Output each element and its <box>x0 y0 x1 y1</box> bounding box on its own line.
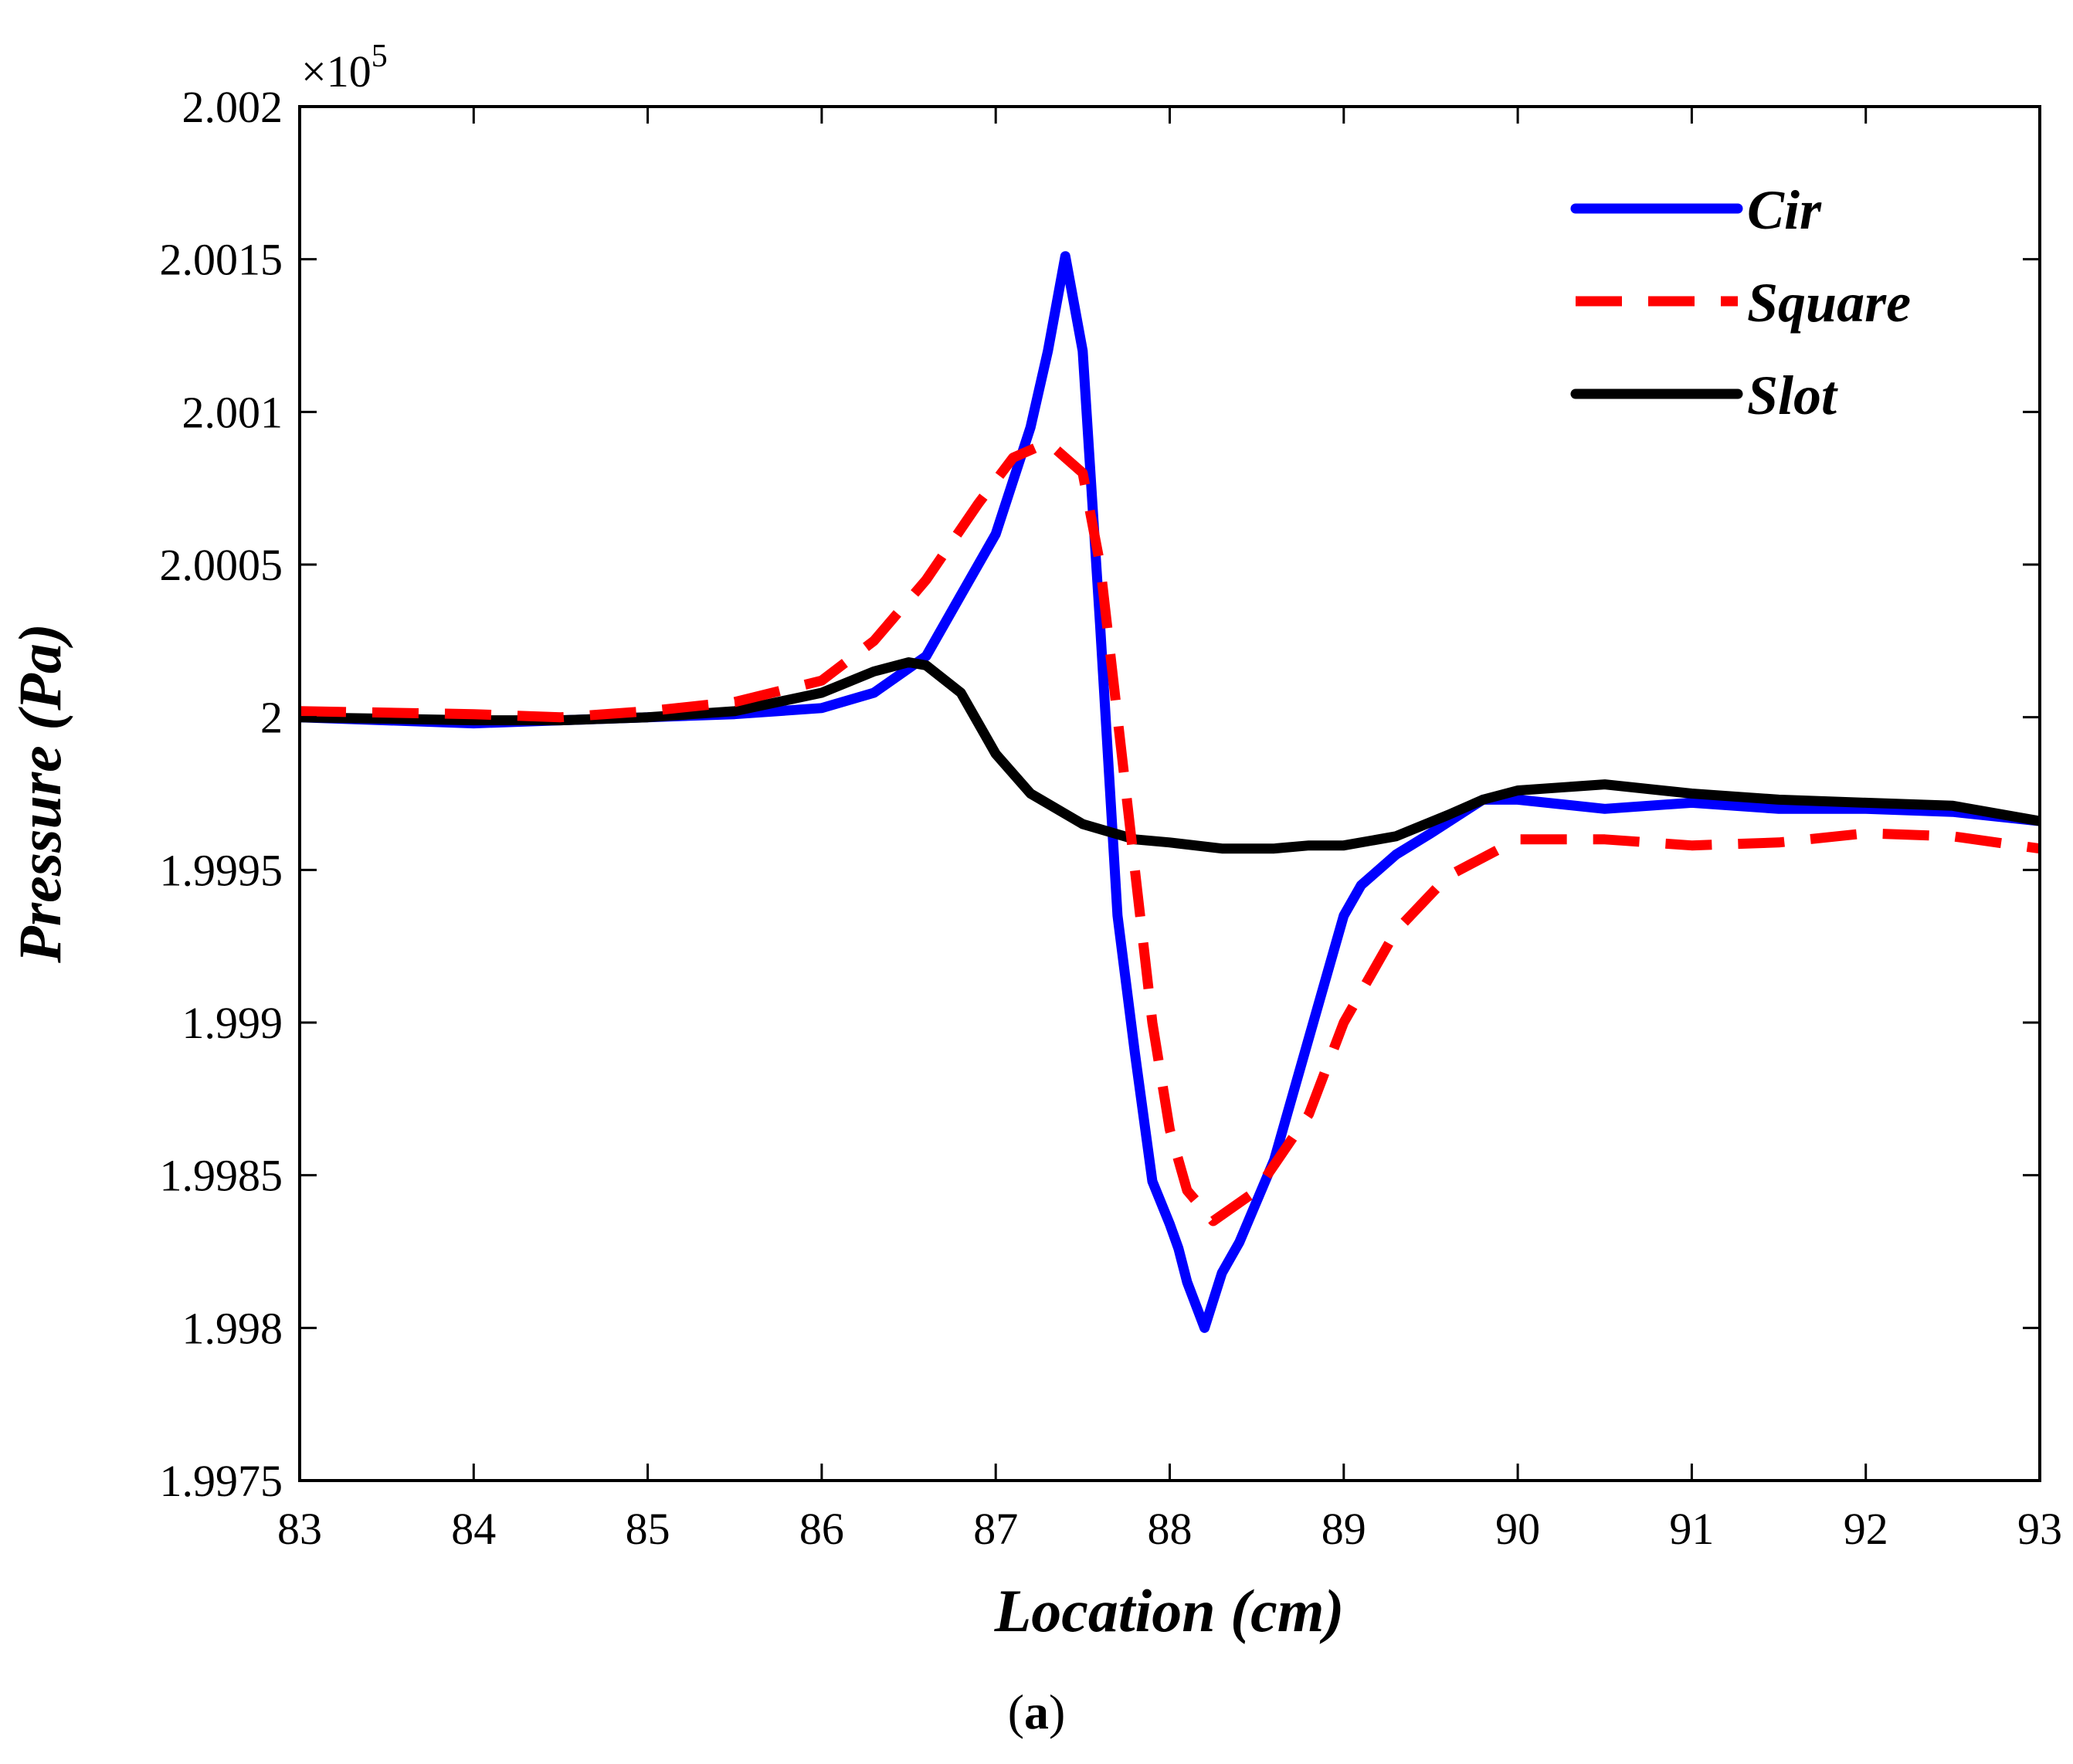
y-tick-label: 2.001 <box>182 387 283 437</box>
x-tick-label: 91 <box>1669 1504 1714 1554</box>
legend-label-square: Square <box>1747 272 1911 334</box>
y-tick-label: 1.9995 <box>160 845 283 895</box>
x-tick-label: 83 <box>277 1504 322 1554</box>
caption-open-paren: ( <box>1007 1684 1024 1739</box>
x-tick-label: 86 <box>799 1504 844 1554</box>
figure-caption: (a) <box>0 1684 2073 1741</box>
legend: Cir Square Slot <box>1570 179 1911 426</box>
y-tick-label: 1.999 <box>182 998 283 1048</box>
x-tick-label: 92 <box>1844 1504 1888 1554</box>
caption-close-paren: ) <box>1049 1684 1066 1739</box>
series-line-slot <box>300 657 2040 854</box>
y-tick-label: 2 <box>260 693 283 743</box>
x-tick-label: 89 <box>1321 1504 1366 1554</box>
y-tick-label: 1.9985 <box>160 1151 283 1201</box>
series-layer <box>300 251 2040 1333</box>
caption-label: a <box>1024 1684 1049 1739</box>
y-axis-title: Pressure (Pa) <box>6 623 73 964</box>
legend-label-cir: Cir <box>1747 179 1822 241</box>
x-tick-label: 88 <box>1148 1504 1193 1554</box>
y-tick-label: 2.002 <box>182 82 283 132</box>
series-line-square <box>300 437 2040 1226</box>
y-multiplier: ×105 <box>301 39 388 97</box>
y-multiplier-exponent: 5 <box>372 39 388 74</box>
series-line-cir <box>300 251 2040 1333</box>
x-tick-label: 85 <box>626 1504 670 1554</box>
ticks-layer: 83 84 85 86 87 88 89 90 91 92 93 1.9975 1.998 1.9985 1… <box>160 82 2063 1554</box>
y-tick-label: 1.998 <box>182 1303 283 1353</box>
x-tick-label: 93 <box>2017 1504 2062 1554</box>
y-tick-label: 2.0015 <box>160 235 283 285</box>
x-tick-label: 90 <box>1495 1504 1540 1554</box>
legend-label-slot: Slot <box>1747 365 1838 426</box>
y-tick-label: 2.0005 <box>160 540 283 590</box>
x-tick-label: 87 <box>973 1504 1018 1554</box>
x-tick-label: 84 <box>451 1504 496 1554</box>
y-multiplier-base: ×10 <box>301 46 372 97</box>
y-tick-label: 1.9975 <box>160 1456 283 1506</box>
x-axis-title: Location (cm) <box>994 1577 1345 1644</box>
